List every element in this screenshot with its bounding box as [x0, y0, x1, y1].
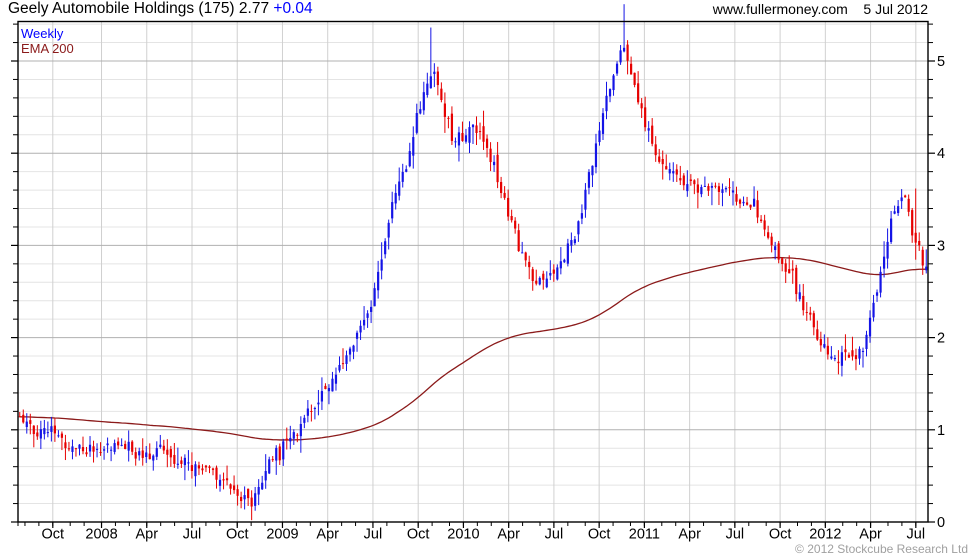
svg-text:Jul: Jul [726, 527, 745, 543]
svg-text:Oct: Oct [226, 527, 249, 543]
svg-text:3: 3 [937, 238, 945, 254]
svg-text:Apr: Apr [678, 527, 701, 543]
svg-text:Apr: Apr [316, 527, 339, 543]
svg-text:Apr: Apr [859, 527, 882, 543]
svg-text:2009: 2009 [266, 527, 298, 543]
svg-text:Oct: Oct [407, 527, 430, 543]
svg-text:2011: 2011 [629, 527, 660, 543]
svg-text:1: 1 [937, 423, 945, 439]
svg-text:Oct: Oct [42, 527, 65, 543]
svg-text:Jul: Jul [183, 527, 202, 543]
svg-text:Apr: Apr [135, 527, 158, 543]
svg-text:2: 2 [937, 331, 945, 347]
svg-text:Jul: Jul [364, 527, 383, 543]
svg-text:Jul: Jul [545, 527, 564, 543]
svg-text:2012: 2012 [809, 527, 841, 543]
svg-text:2010: 2010 [447, 527, 479, 543]
svg-text:0: 0 [937, 515, 945, 531]
svg-text:Jul: Jul [907, 527, 926, 543]
svg-text:5: 5 [937, 54, 945, 70]
svg-text:Oct: Oct [588, 527, 611, 543]
svg-text:2008: 2008 [85, 527, 117, 543]
svg-text:Apr: Apr [497, 527, 520, 543]
svg-text:4: 4 [937, 146, 945, 162]
svg-text:Oct: Oct [769, 527, 792, 543]
